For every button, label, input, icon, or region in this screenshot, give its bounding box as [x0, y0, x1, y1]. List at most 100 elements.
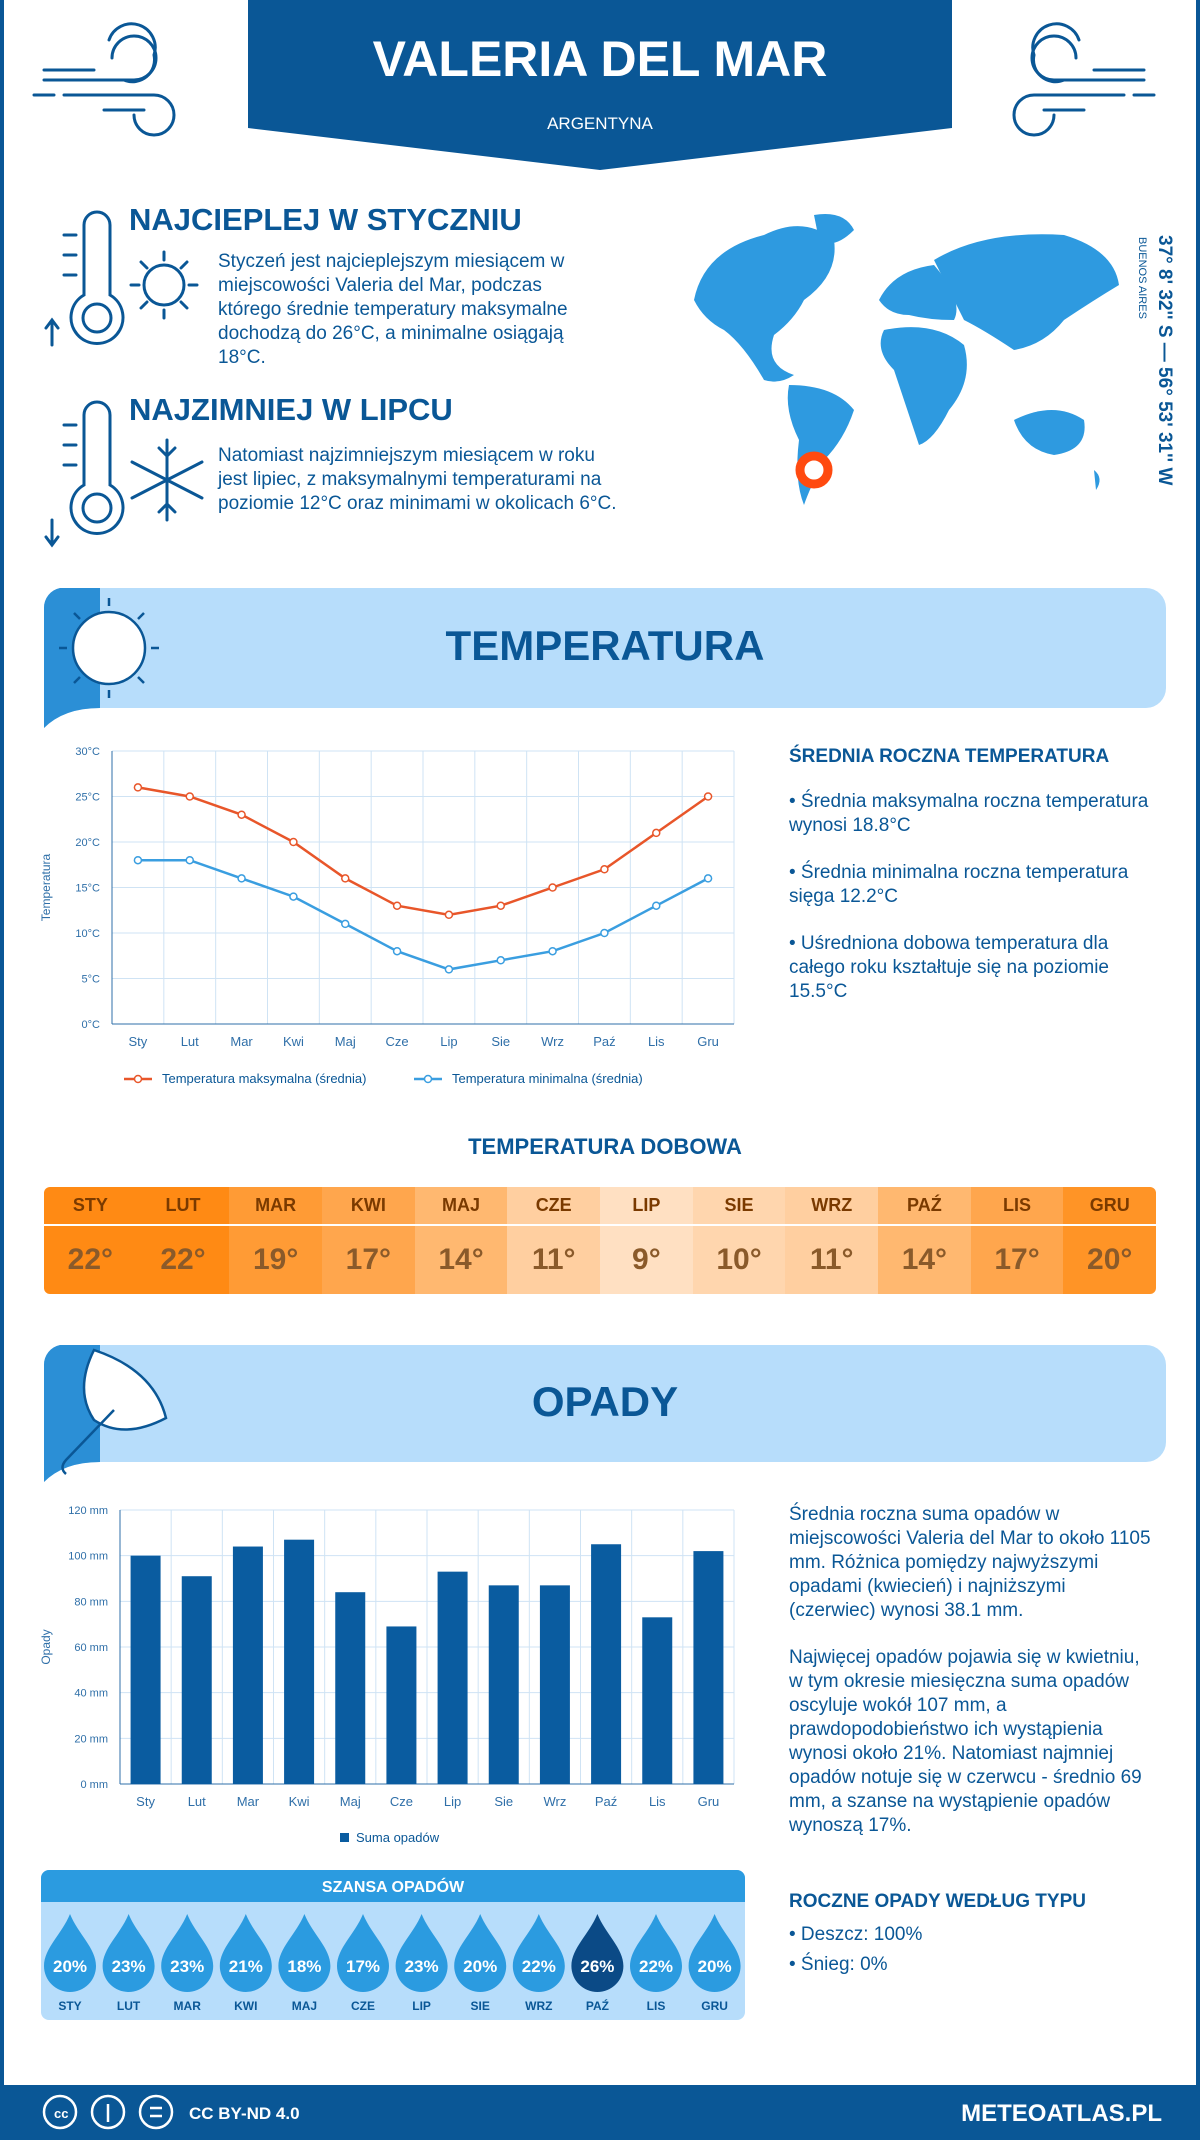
y-tick-label: 0°C — [82, 1019, 101, 1031]
point — [237, 874, 246, 883]
coldest-text: Natomiast najzimniejszym miesiącem w rok… — [218, 445, 617, 514]
footer-bar — [4, 2085, 1196, 2140]
region: BUENOS AIRES — [1136, 237, 1148, 319]
legend-marker — [133, 1074, 143, 1084]
types-title: ROCZNE OPADY WEDŁUG TYPU — [789, 1891, 1086, 1912]
daily-cell: CZE 11° — [507, 1187, 601, 1294]
drop-value: 17% — [346, 1957, 380, 1976]
point — [289, 892, 298, 901]
bar — [488, 1585, 519, 1784]
drop-value: 26% — [580, 1957, 614, 1976]
bar — [539, 1585, 570, 1784]
x-tick-label: Kwi — [283, 1034, 304, 1049]
daily-month: KWI — [322, 1187, 415, 1226]
bar — [437, 1571, 468, 1784]
bar — [181, 1576, 212, 1784]
x-tick-label: Lut — [181, 1034, 199, 1049]
coldest-title: NAJZIMNIEJ W LIPCU — [129, 392, 453, 427]
point — [185, 792, 194, 801]
daily-month: LIS — [970, 1187, 1064, 1226]
daily-month: GRU — [1063, 1187, 1156, 1226]
chance-panel — [41, 1870, 745, 2020]
daily-value: 9° — [632, 1243, 661, 1276]
daily-value: 17° — [994, 1243, 1040, 1276]
world-map — [694, 214, 1119, 505]
drop — [571, 1914, 624, 1992]
drop — [337, 1914, 389, 1992]
daily-month: PAŹ — [878, 1187, 971, 1226]
y-tick-label: 15°C — [75, 883, 100, 895]
drop-month: LIS — [647, 1999, 666, 2013]
y-tick-label: 120 mm — [68, 1505, 108, 1517]
drop — [219, 1914, 272, 1992]
point — [652, 901, 661, 910]
drop-value: 22% — [639, 1957, 673, 1976]
daily-cell: STY 22° — [44, 1187, 137, 1294]
drop-month: STY — [58, 1999, 81, 2013]
x-tick-label: Gru — [698, 1794, 720, 1809]
line — [137, 858, 709, 971]
drop-month: GRU — [701, 1999, 728, 2013]
daily-value: 22° — [160, 1243, 206, 1276]
drop-value: 20% — [53, 1957, 87, 1976]
summary-title: ŚREDNIA ROCZNA TEMPERATURA — [789, 746, 1110, 767]
x-tick-label: Mar — [237, 1794, 260, 1809]
daily-value: 10° — [716, 1243, 762, 1276]
x-tick-label: Kwi — [289, 1794, 310, 1809]
daily-month: LIP — [600, 1187, 693, 1226]
daily-value: 19° — [252, 1243, 299, 1276]
drop-month: MAJ — [292, 1999, 317, 2013]
section-banner — [43, 588, 1166, 728]
license-icons — [42, 2094, 174, 2130]
daily-value: 14° — [438, 1243, 484, 1276]
daily-month: MAR — [229, 1187, 323, 1226]
x-tick-label: Gru — [697, 1034, 719, 1049]
drop-value: 20% — [698, 1957, 732, 1976]
drop — [102, 1914, 155, 1993]
charts: Sty Lut Mar Kwi Maj Cze Lip Sie Wrz Paź Lis Gru 0°C 5… — [39, 746, 741, 2013]
drop — [161, 1914, 214, 1992]
site-name: METEOATLAS.PL — [961, 2100, 1162, 2127]
drop-month: MAR — [174, 1999, 202, 2013]
y-tick-label: 20 mm — [74, 1733, 108, 1745]
y-tick-label: 25°C — [75, 792, 100, 804]
point — [600, 865, 609, 874]
drop — [395, 1914, 448, 1993]
point — [703, 792, 713, 801]
daily-value: 20° — [1087, 1243, 1133, 1276]
x-tick-label: Sie — [491, 1034, 510, 1049]
daily-cell: WRZ 11° — [785, 1187, 879, 1294]
drop — [44, 1914, 96, 1992]
page-subtitle: ARGENTYNA — [547, 114, 653, 133]
point — [341, 874, 350, 883]
daily-month: CZE — [507, 1187, 601, 1226]
section-banner — [43, 1345, 1166, 1482]
x-tick-label: Paź — [595, 1794, 617, 1809]
point — [237, 810, 246, 819]
daily-month: WRZ — [785, 1187, 879, 1226]
wind-icon — [32, 22, 1156, 137]
drop — [630, 1914, 682, 1992]
point — [548, 883, 557, 892]
bar — [386, 1626, 417, 1784]
drop-month: SIE — [471, 1999, 490, 2013]
bar — [130, 1555, 161, 1784]
chance-title: SZANSA OPADÓW — [322, 1877, 465, 1896]
section-title: OPADY — [531, 1378, 679, 1425]
sun-icon — [59, 598, 159, 698]
location-marker — [795, 451, 833, 489]
daily-value: 17° — [345, 1243, 392, 1276]
daily-cell: PAŹ 14° — [878, 1187, 971, 1294]
daily-cell: LUT 22° — [136, 1187, 230, 1294]
x-tick-label: Wrz — [541, 1034, 564, 1049]
line — [137, 786, 709, 917]
bar — [284, 1539, 315, 1784]
point — [496, 956, 505, 965]
chance-header — [41, 1870, 745, 1902]
summary-item: • Średnia maksymalna roczna temperatura … — [789, 791, 1149, 836]
bar — [642, 1617, 673, 1784]
drop-value: 23% — [405, 1957, 439, 1976]
drop-value: 21% — [229, 1957, 263, 1976]
summary-item: • Uśredniona dobowa temperatura dla całe… — [789, 933, 1110, 1002]
page-title: VALERIA DEL MAR — [372, 31, 828, 87]
